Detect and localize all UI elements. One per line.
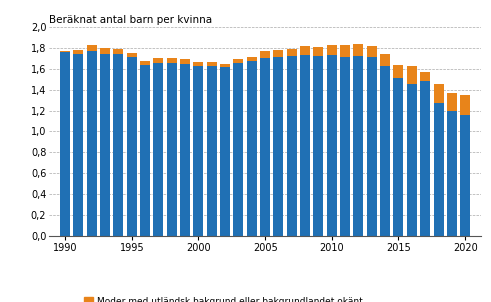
- Bar: [127, 53, 137, 57]
- Legend: Moder med utländsk bakgrund eller bakgrundlandet okänt, Moder med finländsk bakg: Moder med utländsk bakgrund eller bakgru…: [84, 297, 363, 302]
- Bar: [233, 63, 244, 236]
- Bar: [233, 59, 244, 63]
- Bar: [287, 56, 297, 236]
- Bar: [420, 72, 430, 81]
- Bar: [300, 46, 310, 55]
- Bar: [154, 59, 164, 63]
- Bar: [74, 54, 83, 236]
- Bar: [300, 55, 310, 236]
- Bar: [340, 57, 350, 236]
- Bar: [407, 66, 417, 85]
- Bar: [60, 51, 70, 52]
- Bar: [193, 66, 203, 236]
- Bar: [154, 63, 164, 236]
- Bar: [313, 56, 324, 236]
- Bar: [327, 45, 337, 55]
- Bar: [380, 66, 390, 236]
- Bar: [74, 50, 83, 54]
- Bar: [87, 45, 97, 51]
- Bar: [127, 57, 137, 236]
- Bar: [180, 59, 190, 64]
- Bar: [100, 54, 110, 236]
- Bar: [447, 111, 457, 236]
- Bar: [287, 49, 297, 56]
- Bar: [367, 57, 377, 236]
- Bar: [113, 49, 123, 54]
- Bar: [220, 64, 230, 67]
- Bar: [407, 85, 417, 236]
- Bar: [393, 65, 404, 78]
- Bar: [273, 57, 283, 236]
- Bar: [367, 46, 377, 57]
- Bar: [460, 95, 470, 115]
- Bar: [393, 78, 404, 236]
- Bar: [180, 64, 190, 236]
- Bar: [207, 66, 217, 236]
- Bar: [167, 59, 177, 63]
- Bar: [60, 52, 70, 236]
- Bar: [247, 60, 257, 236]
- Bar: [140, 65, 150, 236]
- Bar: [460, 115, 470, 236]
- Bar: [167, 63, 177, 236]
- Bar: [140, 60, 150, 65]
- Bar: [220, 67, 230, 236]
- Bar: [273, 50, 283, 57]
- Bar: [313, 47, 324, 56]
- Bar: [380, 54, 390, 66]
- Bar: [434, 85, 443, 103]
- Bar: [354, 44, 363, 56]
- Bar: [340, 45, 350, 57]
- Bar: [247, 57, 257, 60]
- Bar: [207, 62, 217, 66]
- Text: Beräknat antal barn per kvinna: Beräknat antal barn per kvinna: [49, 15, 212, 25]
- Bar: [193, 62, 203, 66]
- Bar: [420, 81, 430, 236]
- Bar: [260, 51, 270, 59]
- Bar: [354, 56, 363, 236]
- Bar: [260, 59, 270, 236]
- Bar: [327, 55, 337, 236]
- Bar: [87, 51, 97, 236]
- Bar: [113, 54, 123, 236]
- Bar: [100, 48, 110, 54]
- Bar: [447, 93, 457, 111]
- Bar: [434, 103, 443, 236]
